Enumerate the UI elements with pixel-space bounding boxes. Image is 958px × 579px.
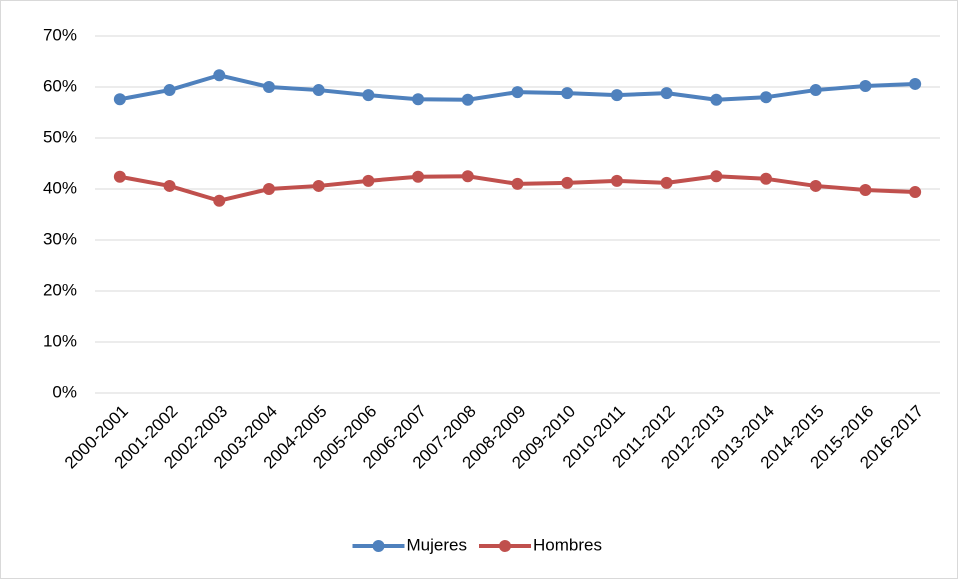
point <box>362 89 375 102</box>
legend-label: Mujeres <box>407 535 467 554</box>
point <box>511 177 524 190</box>
point <box>412 170 425 183</box>
point <box>412 93 425 106</box>
point <box>461 93 474 106</box>
y-tick-label: 60% <box>43 76 77 95</box>
point <box>710 170 723 183</box>
point <box>610 89 623 102</box>
point <box>312 179 325 192</box>
point <box>660 176 673 189</box>
point <box>262 183 275 195</box>
point <box>362 174 375 187</box>
legend-marker <box>499 540 511 552</box>
legend-label: Hombres <box>533 535 602 554</box>
point <box>561 87 574 100</box>
point <box>809 84 822 97</box>
point <box>511 86 524 99</box>
point <box>610 174 623 187</box>
y-tick-label: 0% <box>52 382 77 401</box>
point <box>262 81 275 93</box>
point <box>561 176 574 189</box>
point <box>660 87 673 100</box>
y-tick-label: 30% <box>43 229 77 248</box>
point <box>809 179 822 192</box>
point <box>859 79 872 92</box>
point <box>213 69 226 82</box>
point <box>760 172 773 185</box>
point <box>213 194 226 207</box>
y-tick-label: 40% <box>43 178 77 197</box>
point <box>909 186 922 199</box>
point <box>909 77 922 90</box>
point <box>859 184 872 197</box>
point <box>113 93 126 106</box>
point <box>461 170 474 183</box>
y-tick-label: 10% <box>43 331 77 350</box>
point <box>163 179 176 192</box>
point <box>113 170 126 183</box>
point <box>760 91 773 104</box>
y-tick-label: 70% <box>43 25 77 44</box>
y-tick-label: 20% <box>43 280 77 299</box>
point <box>710 93 723 106</box>
legend-marker <box>372 540 385 552</box>
point <box>163 84 176 97</box>
y-tick-label: 50% <box>43 127 77 146</box>
point <box>312 84 325 97</box>
